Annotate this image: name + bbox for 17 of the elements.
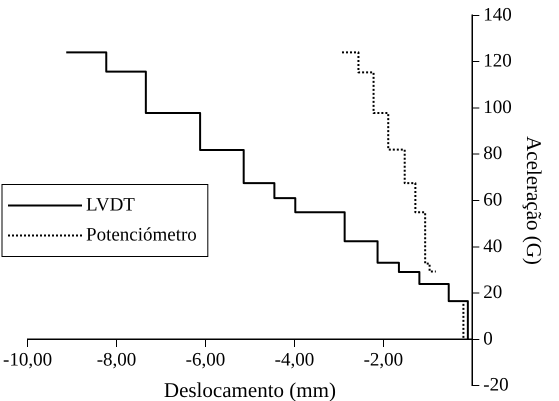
y-axis-title: Aceleração (G) xyxy=(522,136,546,265)
y-tick-label: 20 xyxy=(483,282,502,304)
x-tick-label: -6,00 xyxy=(186,350,226,371)
y-tick-label: 120 xyxy=(483,50,512,72)
y-tick-label: 140 xyxy=(483,4,512,26)
y-tick-label: 0 xyxy=(483,328,493,350)
y-tick-label: 100 xyxy=(483,96,512,118)
legend-label: LVDT xyxy=(86,194,136,216)
x-tick-label: -2,00 xyxy=(364,350,404,371)
x-tick-label: -10,00 xyxy=(3,350,52,371)
legend-label: Potenciómetro xyxy=(86,224,197,246)
x-tick-label: -4,00 xyxy=(274,350,314,371)
y-tick-label: 80 xyxy=(483,143,502,164)
x-tick-label: -8,00 xyxy=(96,350,136,371)
y-tick-label: 60 xyxy=(483,189,502,210)
y-tick-label: -20 xyxy=(483,374,509,396)
y-tick-label: 40 xyxy=(483,236,502,257)
